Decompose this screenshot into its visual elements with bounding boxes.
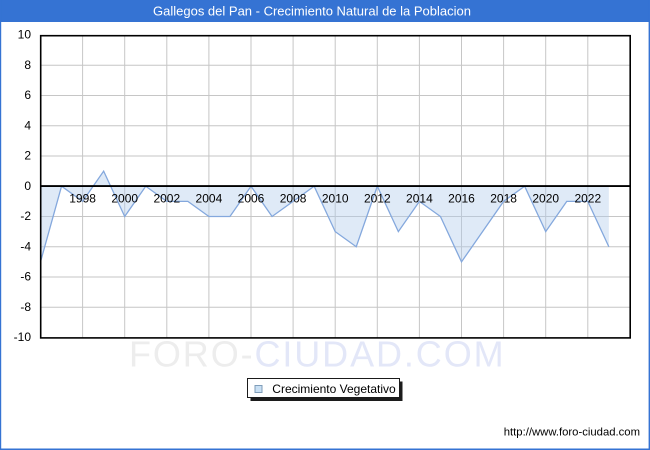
svg-text:10: 10 xyxy=(18,28,32,42)
svg-text:-4: -4 xyxy=(20,239,31,253)
svg-text:2002: 2002 xyxy=(153,192,180,206)
svg-text:0: 0 xyxy=(24,179,31,193)
svg-text:2008: 2008 xyxy=(280,192,307,206)
svg-text:2: 2 xyxy=(24,149,31,163)
svg-text:-6: -6 xyxy=(20,270,31,284)
svg-text:-8: -8 xyxy=(20,300,31,314)
svg-text:Crecimiento Vegetativo: Crecimiento Vegetativo xyxy=(272,382,396,396)
svg-text:FORO-CIUDAD.COM: FORO-CIUDAD.COM xyxy=(129,334,505,375)
svg-text:2022: 2022 xyxy=(574,192,601,206)
svg-text:2014: 2014 xyxy=(406,192,433,206)
svg-text:2004: 2004 xyxy=(196,192,223,206)
svg-text:4: 4 xyxy=(24,118,31,132)
svg-text:2000: 2000 xyxy=(111,192,138,206)
svg-text:2020: 2020 xyxy=(532,192,559,206)
svg-text:6: 6 xyxy=(24,88,31,102)
svg-text:2012: 2012 xyxy=(364,192,391,206)
svg-text:1998: 1998 xyxy=(69,192,96,206)
svg-text:2018: 2018 xyxy=(490,192,517,206)
svg-text:2010: 2010 xyxy=(322,192,349,206)
svg-text:2016: 2016 xyxy=(448,192,475,206)
svg-text:2006: 2006 xyxy=(238,192,265,206)
svg-text:-10: -10 xyxy=(14,330,32,344)
svg-text:http://www.foro-ciudad.com: http://www.foro-ciudad.com xyxy=(504,427,640,439)
svg-text:Gallegos del Pan - Crecimiento: Gallegos del Pan - Crecimiento Natural d… xyxy=(153,3,471,18)
svg-text:8: 8 xyxy=(24,58,31,72)
svg-text:-2: -2 xyxy=(20,209,31,223)
